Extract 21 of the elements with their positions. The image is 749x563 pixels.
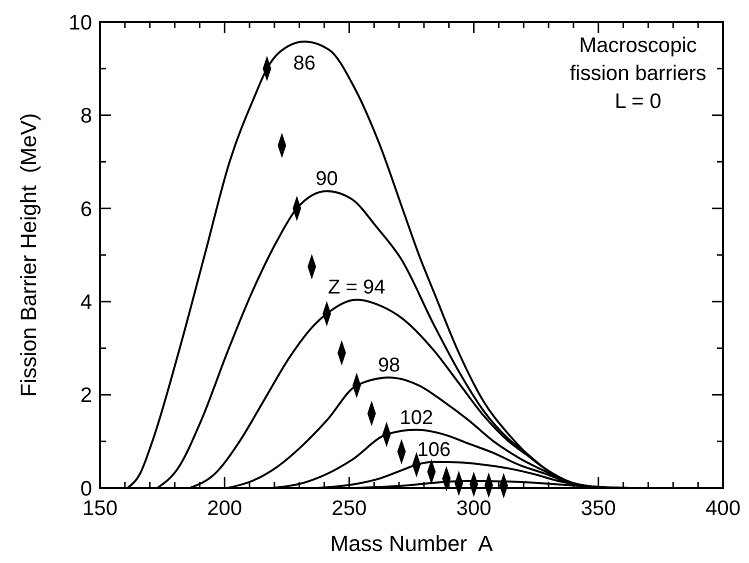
series-label: 98 <box>378 354 400 377</box>
series-label: Z = 94 <box>328 276 386 299</box>
x-tick-label: 200 <box>207 497 242 520</box>
y-axis-title: Fission Barrier Height (MeV) <box>16 113 41 397</box>
x-tick-label: 350 <box>580 497 616 520</box>
y-tick-label: 4 <box>80 290 92 314</box>
annotation: fission barriers <box>570 62 706 85</box>
x-tick-label: 400 <box>705 497 741 520</box>
y-tick-label: 10 <box>68 11 92 34</box>
y-tick-label: 8 <box>80 104 92 128</box>
annotation: Macroscopic <box>579 34 697 57</box>
series-label: 90 <box>316 168 338 190</box>
y-tick-label: 6 <box>80 198 92 221</box>
y-tick-label: 2 <box>80 384 92 408</box>
annotation: L = 0 <box>614 90 662 113</box>
x-tick-label: 300 <box>456 497 492 520</box>
x-axis-title: Mass Number A <box>330 531 494 556</box>
series-label: 106 <box>417 438 451 461</box>
series-label: 86 <box>293 52 316 75</box>
series-label: 102 <box>400 406 434 429</box>
x-tick-label: 250 <box>332 497 367 520</box>
